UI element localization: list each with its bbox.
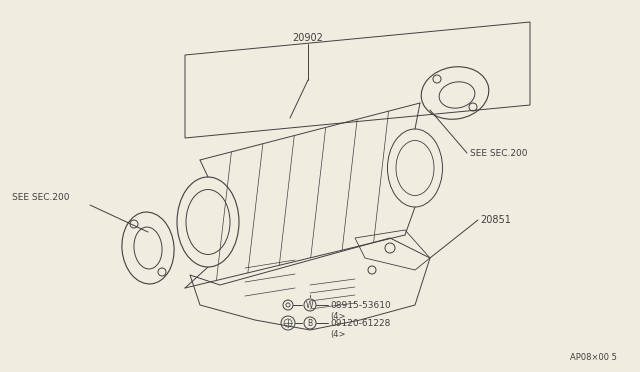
Text: 08915-53610: 08915-53610: [330, 301, 391, 310]
Text: 20851: 20851: [480, 215, 511, 225]
Text: SEE SEC.200: SEE SEC.200: [470, 148, 527, 157]
Text: SEE SEC.200: SEE SEC.200: [12, 193, 70, 202]
Text: 09120-61228: 09120-61228: [330, 318, 390, 327]
Text: AP08×00 5: AP08×00 5: [570, 353, 617, 362]
Text: W: W: [307, 301, 314, 310]
Text: B: B: [307, 318, 312, 327]
Text: (4>: (4>: [330, 330, 346, 339]
Text: (4>: (4>: [330, 311, 346, 321]
Text: 20902: 20902: [292, 33, 323, 43]
